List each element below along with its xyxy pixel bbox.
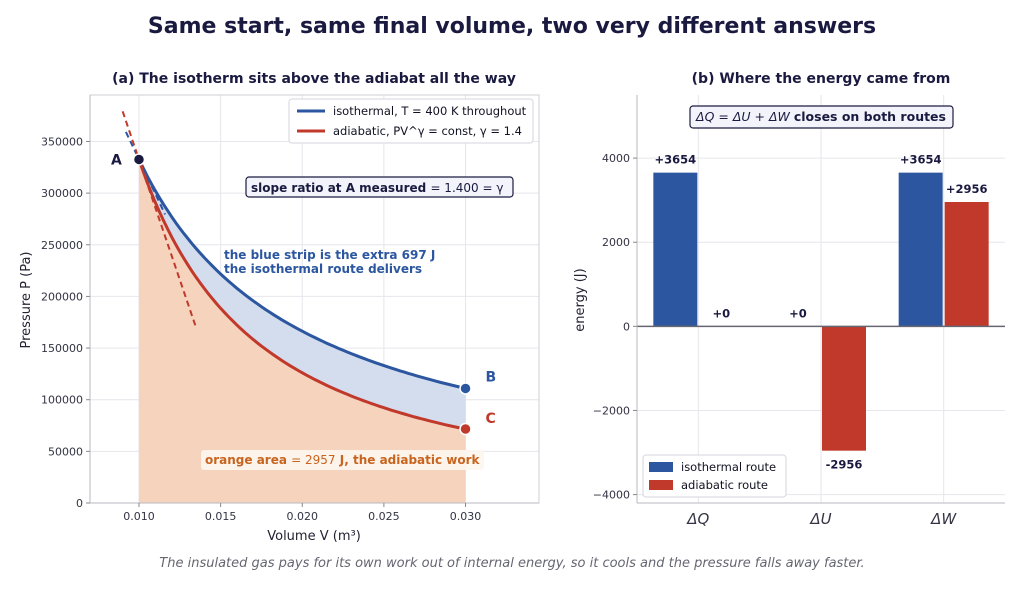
panel-a-xlabel: Volume V (m³) xyxy=(267,529,361,544)
panel-b-grid xyxy=(637,95,1005,503)
panel-a-ytick-label: 350000 xyxy=(41,135,83,148)
slope-ratio-box xyxy=(245,176,514,198)
panel-a-xtick-label: 0.020 xyxy=(287,510,319,523)
bar-value-label: +3654 xyxy=(655,153,697,167)
panel-a-xtick-label: 0.025 xyxy=(368,510,400,523)
panel-a-points: A B C xyxy=(111,152,497,436)
panel-a-lines xyxy=(121,111,466,431)
adiabatic-curve xyxy=(137,159,466,431)
panel-b-legend-box xyxy=(642,454,787,498)
bar-value-label: +0 xyxy=(789,306,807,320)
panel-a-legend: isothermal, T = 400 K throughout adiabat… xyxy=(288,98,534,144)
panel-b-ticks: ΔQ ΔU ΔW −4000 −2000 0 2000 4000 xyxy=(593,152,958,528)
panel-a-title: (a) The isotherm sits above the adiabat … xyxy=(112,71,516,87)
panel-a-ylabel: Pressure P (Pa) xyxy=(19,252,34,349)
panel-b-title: (b) Where the energy came from xyxy=(692,71,951,87)
legend-isothermal-route-label: isothermal route xyxy=(681,460,776,474)
adiabatic-tangent-line xyxy=(121,111,198,329)
bar-value-label: +0 xyxy=(713,306,731,320)
figure-title: Same start, same final volume, two very … xyxy=(147,14,877,39)
panel-a-xtick-label: 0.010 xyxy=(123,510,155,523)
panel-a-ticks: 0.010 0.015 0.020 0.025 0.030 0 50000 100000 150… xyxy=(41,135,481,523)
panel-b-ylabel: energy (J) xyxy=(573,268,588,331)
panel-b-ytick-label: 4000 xyxy=(602,152,630,165)
legend-adiabatic-route-label: adiabatic route xyxy=(681,478,768,492)
bar-value-label: +2956 xyxy=(946,182,988,196)
panel-b-ytick-label: 2000 xyxy=(602,236,630,249)
panel-a-xtick-label: 0.015 xyxy=(205,510,237,523)
bar-isothermal xyxy=(898,172,943,327)
panel-b-category-label: ΔU xyxy=(809,510,831,528)
panel-a-ytick-label: 150000 xyxy=(41,342,83,355)
bar-value-label: -2956 xyxy=(826,458,863,472)
isothermal-extra-strip xyxy=(139,159,466,430)
legend-isothermal-label: isothermal, T = 400 K throughout xyxy=(333,104,527,118)
orange-annotation-text: orange area = 2957 J, the adiabatic work xyxy=(205,453,481,467)
isothermal-curve xyxy=(137,158,466,390)
panel-a-legend-box xyxy=(288,98,534,144)
legend-adiabatic-route-swatch xyxy=(649,480,673,490)
panel-b-category-label: ΔQ xyxy=(686,510,709,528)
orange-annotation-box xyxy=(201,450,484,470)
panel-b-ytick-label: −4000 xyxy=(593,489,630,502)
point-b-marker xyxy=(459,382,472,395)
panel-a-ytick-label: 250000 xyxy=(41,239,83,252)
isothermal-tangent-line xyxy=(125,131,167,215)
point-b-label: B xyxy=(486,369,497,385)
panel-a-ytick-label: 100000 xyxy=(41,394,83,407)
strip-annotation-line2: the isothermal route delivers xyxy=(224,262,422,276)
legend-isothermal-route-swatch xyxy=(649,462,673,472)
panel-a-ytick-label: 0 xyxy=(76,497,83,510)
adiabatic-work-area xyxy=(138,159,466,503)
point-c-label: C xyxy=(486,411,496,427)
energy-balance-text: ΔQ = ΔU + ΔW closes on both routes xyxy=(695,109,946,124)
panel-a-ytick-label: 50000 xyxy=(48,445,83,458)
slope-ratio-text: slope ratio at A measured = 1.400 = γ xyxy=(251,181,503,195)
point-a-marker xyxy=(132,153,146,166)
strip-annotation-line1: the blue strip is the extra 697 J xyxy=(224,248,435,262)
panel-b-category-label: ΔW xyxy=(930,510,957,528)
panel-a-ytick-label: 300000 xyxy=(41,187,83,200)
panel-b-ytick-label: 0 xyxy=(623,320,630,333)
panel-a-fills xyxy=(138,159,466,503)
bar-adiabatic xyxy=(944,202,989,327)
bar-isothermal xyxy=(653,172,698,327)
bar-adiabatic xyxy=(822,326,866,451)
point-a-label: A xyxy=(111,152,122,168)
panel-b-value-labels: +3654 +0 +3654 +0 -2956 +2956 xyxy=(655,153,988,472)
panel-a-xtick-label: 0.030 xyxy=(450,510,482,523)
panel-a-ytick-label: 200000 xyxy=(41,290,83,303)
figure-caption: The insulated gas pays for its own work … xyxy=(159,556,865,571)
bar-value-label: +3654 xyxy=(900,153,942,167)
panel-b-legend: isothermal route adiabatic route xyxy=(642,454,787,498)
point-c-marker xyxy=(459,422,472,436)
panel-b-ytick-label: −2000 xyxy=(593,404,630,417)
legend-adiabatic-label: adiabatic, PV^γ = const, γ = 1.4 xyxy=(333,124,522,138)
panel-b-bars xyxy=(637,172,1005,451)
energy-balance-box xyxy=(689,105,954,129)
